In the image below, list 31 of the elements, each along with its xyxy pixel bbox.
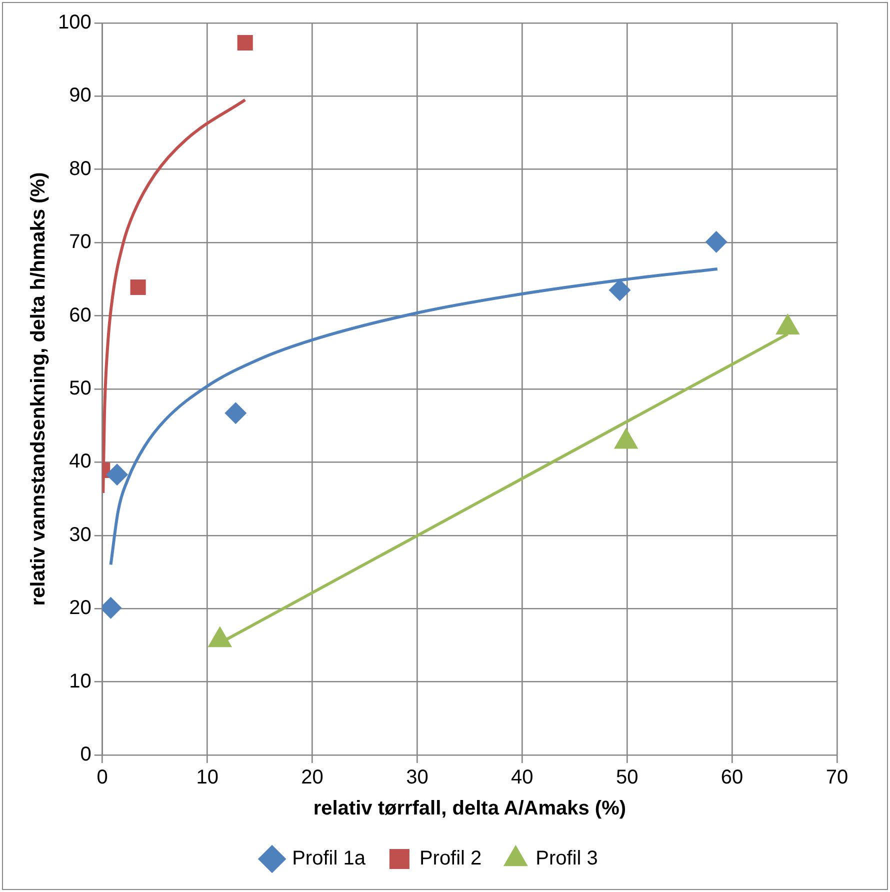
x-tick-label: 30 <box>406 766 428 789</box>
y-tick-label: 40 <box>69 450 92 473</box>
x-tick-label: 50 <box>616 766 638 789</box>
point <box>106 464 128 486</box>
x-tick-label: 20 <box>301 766 324 789</box>
y-tick-label: 90 <box>69 84 92 107</box>
point <box>130 279 146 296</box>
point <box>237 34 253 51</box>
legend-label: Profil 2 <box>419 848 482 870</box>
y-tick-label: 80 <box>69 158 92 180</box>
point <box>224 402 247 424</box>
x-tick-label: 0 <box>96 766 108 789</box>
x-tick-label: 40 <box>511 766 534 789</box>
y-tick-label: 10 <box>69 670 92 692</box>
x-axis-title: relativ tørrfall, delta A/Amaks (%) <box>313 798 626 820</box>
x-tick-label: 10 <box>196 766 218 789</box>
y-tick-label: 50 <box>69 378 92 400</box>
legend-label: Profil 1a <box>292 848 366 870</box>
y-tick-label: 20 <box>69 597 92 620</box>
y-axis-title: relativ vannstandsenkning, delta h/hmaks (%) <box>28 172 50 606</box>
y-tick-label: 0 <box>80 744 92 766</box>
y-tick-label: 100 <box>58 12 92 34</box>
y-tick-label: 60 <box>69 304 92 326</box>
x-tick-label: 70 <box>826 766 848 789</box>
legend-label: Profil 3 <box>536 848 598 870</box>
line-series <box>102 98 247 494</box>
point <box>608 279 631 302</box>
x-tick-label: 60 <box>720 766 744 789</box>
y-tick-label: 70 <box>69 231 92 254</box>
point <box>705 230 728 253</box>
y-tick-label: 30 <box>69 524 92 546</box>
